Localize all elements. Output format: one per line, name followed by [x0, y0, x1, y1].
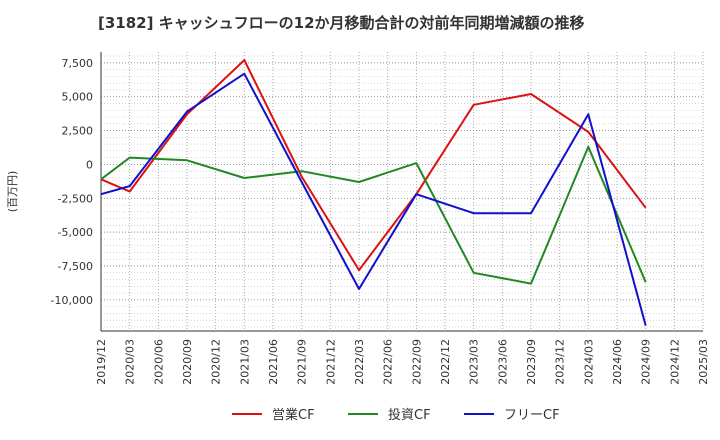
x-tick-label: 2022/09 [410, 339, 423, 385]
x-tick-label: 2020/12 [210, 339, 223, 385]
chart-title: [3182] キャッシュフローの12か月移動合計の対前年同期増減額の推移 [98, 14, 585, 32]
x-tick-label: 2025/03 [697, 339, 710, 385]
legend-label: 営業CF [272, 407, 315, 423]
x-tick-label: 2022/12 [439, 339, 452, 385]
y-axis-label: (百万円) [6, 171, 19, 213]
x-tick-label: 2024/06 [611, 339, 624, 385]
x-tick-label: 2022/03 [353, 339, 366, 385]
x-tick-label: 2024/03 [582, 339, 595, 385]
x-tick-label: 2021/12 [324, 339, 337, 385]
y-tick-label: 2,500 [62, 125, 94, 138]
y-tick-label: -5,000 [58, 226, 93, 239]
x-tick-label: 2020/09 [181, 339, 194, 385]
x-tick-label: 2019/12 [95, 339, 108, 385]
y-tick-label: 7,500 [62, 57, 94, 70]
y-tick-label: 0 [86, 158, 93, 171]
x-tick-label: 2021/03 [238, 339, 251, 385]
x-tick-label: 2023/12 [554, 339, 567, 385]
legend-label: フリーCF [504, 408, 560, 423]
legend-label: 投資CF [388, 407, 431, 423]
x-tick-label: 2023/09 [525, 339, 538, 385]
x-tick-label: 2024/09 [640, 339, 653, 385]
x-tick-label: 2020/03 [124, 339, 137, 385]
x-tick-label: 2022/06 [382, 339, 395, 385]
y-tick-label: -7,500 [58, 260, 93, 273]
series-line [100, 145, 647, 285]
series-line [100, 72, 647, 326]
y-tick-label: -10,000 [51, 294, 93, 307]
x-tick-label: 2023/03 [468, 339, 481, 385]
x-tick-label: 2024/12 [668, 339, 681, 385]
x-tick-label: 2021/06 [267, 339, 280, 385]
y-tick-label: -2,500 [58, 192, 93, 205]
x-tick-label: 2023/06 [496, 339, 509, 385]
x-tick-label: 2020/06 [152, 339, 165, 385]
series-line [100, 59, 647, 272]
y-tick-label: 5,000 [62, 91, 94, 104]
x-tick-label: 2021/09 [296, 339, 309, 385]
